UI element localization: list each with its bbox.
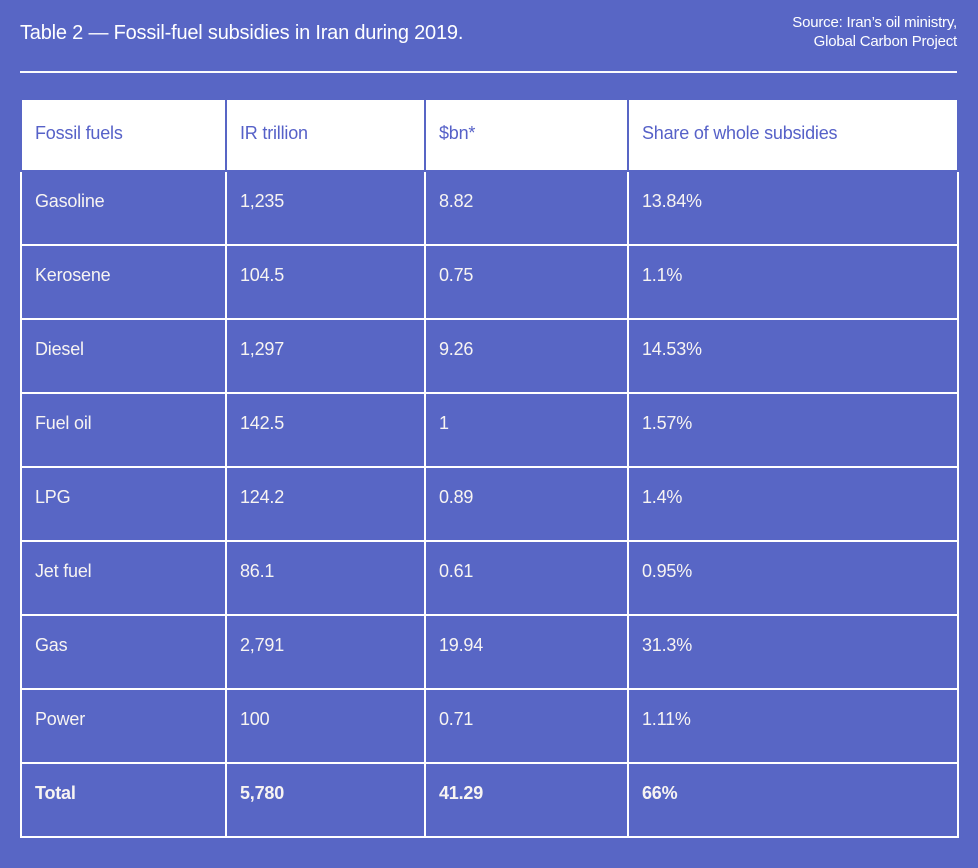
cell-share: 14.53%	[627, 318, 959, 394]
cell-share: 1.1%	[627, 244, 959, 320]
source-attribution: Source: Iran’s oil ministry, Global Carb…	[792, 13, 957, 51]
cell-fuel: Power	[20, 688, 227, 764]
cell-share: 0.95%	[627, 540, 959, 616]
subsidies-table: Fossil fuels IR trillion $bn* Share of w…	[20, 98, 959, 838]
cell-fuel: Kerosene	[20, 244, 227, 320]
cell-usd-bn: 8.82	[424, 170, 629, 246]
cell-usd-bn: 0.75	[424, 244, 629, 320]
divider-line	[20, 71, 957, 73]
cell-usd-bn: 19.94	[424, 614, 629, 690]
cell-share: 1.4%	[627, 466, 959, 542]
col-header-fossil-fuels: Fossil fuels	[20, 98, 227, 172]
total-row: Total 5,780 41.29 66%	[20, 762, 959, 838]
table-row: LPG 124.2 0.89 1.4%	[20, 466, 959, 542]
source-line-1: Source: Iran’s oil ministry,	[792, 14, 957, 31]
table-row: Gas 2,791 19.94 31.3%	[20, 614, 959, 690]
col-header-share: Share of whole subsidies	[627, 98, 959, 172]
header-row: Fossil fuels IR trillion $bn* Share of w…	[20, 98, 959, 172]
cell-fuel: Gasoline	[20, 170, 227, 246]
cell-usd-bn: 0.71	[424, 688, 629, 764]
cell-ir-trillion: 104.5	[225, 244, 426, 320]
cell-fuel: Total	[20, 762, 227, 838]
cell-fuel: Diesel	[20, 318, 227, 394]
cell-ir-trillion: 1,297	[225, 318, 426, 394]
cell-fuel: Fuel oil	[20, 392, 227, 468]
cell-usd-bn: 9.26	[424, 318, 629, 394]
cell-fuel: Gas	[20, 614, 227, 690]
table-figure: Table 2 — Fossil-fuel subsidies in Iran …	[20, 0, 959, 838]
cell-ir-trillion: 1,235	[225, 170, 426, 246]
table-row: Gasoline 1,235 8.82 13.84%	[20, 170, 959, 246]
cell-fuel: Jet fuel	[20, 540, 227, 616]
cell-share: 13.84%	[627, 170, 959, 246]
cell-ir-trillion: 86.1	[225, 540, 426, 616]
cell-ir-trillion: 100	[225, 688, 426, 764]
cell-usd-bn: 41.29	[424, 762, 629, 838]
table-row: Kerosene 104.5 0.75 1.1%	[20, 244, 959, 320]
table-row: Fuel oil 142.5 1 1.57%	[20, 392, 959, 468]
cell-ir-trillion: 124.2	[225, 466, 426, 542]
cell-share: 1.11%	[627, 688, 959, 764]
cell-ir-trillion: 142.5	[225, 392, 426, 468]
col-header-usd-bn: $bn*	[424, 98, 629, 172]
cell-usd-bn: 0.89	[424, 466, 629, 542]
cell-usd-bn: 0.61	[424, 540, 629, 616]
table-row: Diesel 1,297 9.26 14.53%	[20, 318, 959, 394]
cell-fuel: LPG	[20, 466, 227, 542]
cell-ir-trillion: 2,791	[225, 614, 426, 690]
table-row: Power 100 0.71 1.11%	[20, 688, 959, 764]
page-title: Table 2 — Fossil-fuel subsidies in Iran …	[20, 22, 464, 44]
figure-header: Table 2 — Fossil-fuel subsidies in Iran …	[20, 0, 957, 51]
cell-share: 66%	[627, 762, 959, 838]
cell-share: 31.3%	[627, 614, 959, 690]
cell-usd-bn: 1	[424, 392, 629, 468]
cell-share: 1.57%	[627, 392, 959, 468]
table-row: Jet fuel 86.1 0.61 0.95%	[20, 540, 959, 616]
source-line-2: Global Carbon Project	[813, 33, 958, 50]
cell-ir-trillion: 5,780	[225, 762, 426, 838]
col-header-ir-trillion: IR trillion	[225, 98, 426, 172]
